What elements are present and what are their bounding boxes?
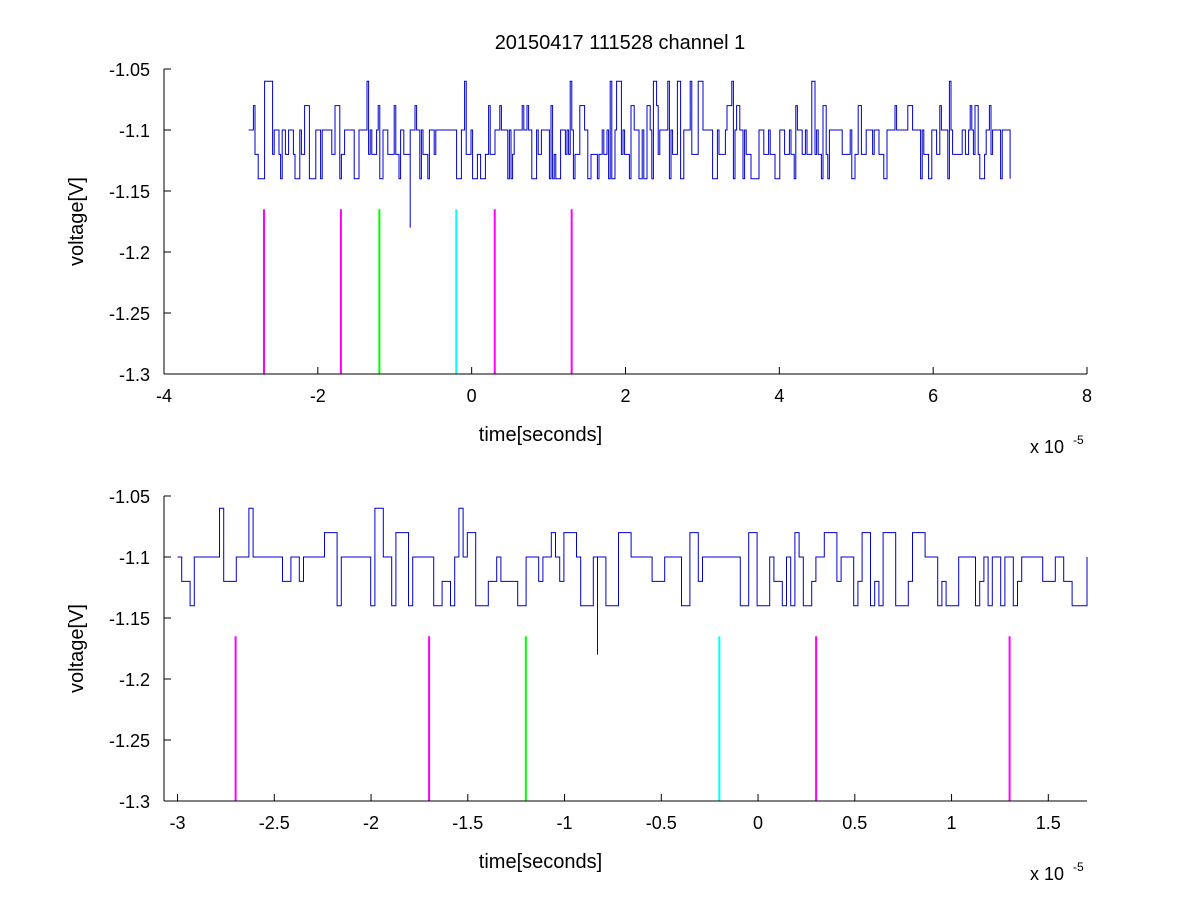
y-tick-label: -1.15 <box>109 182 150 202</box>
x-tick-label: -3 <box>170 813 186 833</box>
x-axis-label: time[seconds] <box>479 424 602 446</box>
x-tick-label: 4 <box>774 386 784 406</box>
x-axis-label: time[seconds] <box>479 851 602 873</box>
x-tick-label: -2.5 <box>259 813 290 833</box>
signal-trace <box>248 80 1011 228</box>
x-tick-label: 0 <box>467 386 477 406</box>
top-axes: -4 -2 0 2 4 6 8 -1.3 -1.25 -1.2 -1.15 -1.1 -1.05 time… <box>66 60 1092 457</box>
x-tick-label: 0 <box>753 813 763 833</box>
y-axis-label: voltage[V] <box>66 604 88 693</box>
x-tick-label: -2 <box>363 813 379 833</box>
x-multiplier-label: x 10 <box>1030 437 1064 457</box>
y-tick-label: -1.05 <box>109 60 150 80</box>
x-tick-label: -2 <box>310 386 326 406</box>
x-tick-label: 0.5 <box>842 813 867 833</box>
bottom-axes: -3 -2.5 -2 -1.5 -1 -0.5 0 0.5 1 1.5 -1.3 -1.25 -1.2 -… <box>66 487 1088 884</box>
y-tick-label: -1.3 <box>119 365 150 385</box>
y-axis-label: voltage[V] <box>66 177 88 266</box>
y-tick-label: -1.15 <box>109 609 150 629</box>
y-tick-label: -1.2 <box>119 670 150 690</box>
y-tick-label: -1.25 <box>109 731 150 751</box>
y-tick-label: -1.2 <box>119 243 150 263</box>
figure-title: 20150417 111528 channel 1 <box>495 32 746 54</box>
x-tick-label: -0.5 <box>646 813 677 833</box>
y-tick-label: -1.3 <box>119 792 150 812</box>
x-tick-label: 1 <box>947 813 957 833</box>
x-multiplier-exponent: -5 <box>1073 433 1084 447</box>
signal-trace <box>177 507 1088 655</box>
x-tick-label: 6 <box>928 386 938 406</box>
x-tick-label: 1.5 <box>1036 813 1061 833</box>
y-tick-label: -1.1 <box>119 121 150 141</box>
x-tick-label: 8 <box>1082 386 1092 406</box>
y-tick-label: -1.05 <box>109 487 150 507</box>
y-tick-label: -1.25 <box>109 304 150 324</box>
x-tick-label: -1.5 <box>452 813 483 833</box>
x-tick-label: 2 <box>620 386 630 406</box>
y-tick-label: -1.1 <box>119 548 150 568</box>
x-multiplier-exponent: -5 <box>1073 860 1084 874</box>
x-tick-label: -4 <box>156 386 172 406</box>
x-multiplier-label: x 10 <box>1030 864 1064 884</box>
x-tick-label: -1 <box>557 813 573 833</box>
